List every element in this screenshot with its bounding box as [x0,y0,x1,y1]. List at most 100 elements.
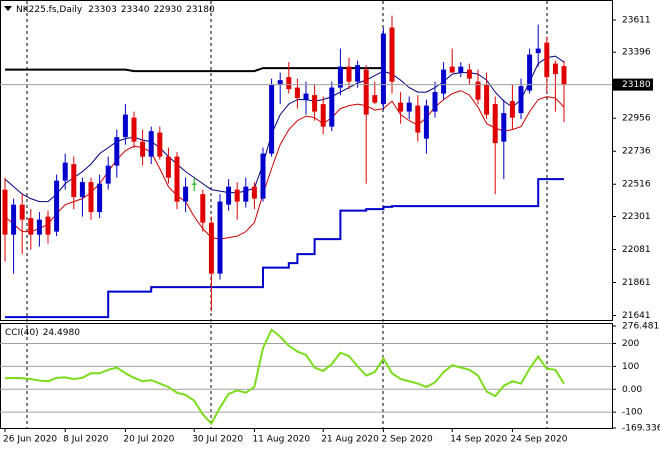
candle-body [28,218,34,235]
x-tick-label: 14 Sep 2020 [450,435,507,445]
x-tick-label: 2 Sep 2020 [381,435,433,445]
x-tick-label: 11 Aug 2020 [252,435,310,445]
x-tick-label: 20 Jul 2020 [123,435,174,445]
candle-body [406,102,412,112]
candle-body [54,180,60,232]
candle-body [2,189,8,235]
candle-body [552,63,558,75]
x-tick-label: 8 Jul 2020 [63,435,108,445]
candle-body [501,113,507,142]
candle-body [105,165,111,184]
y-tick-label: 22736 [622,147,651,157]
candle-body [509,101,515,118]
header: NK225.fs,Daily 23303 23340 22930 23180 [16,5,215,15]
candle-body [217,201,223,274]
x-tick-label: 26 Jun 2020 [3,435,57,445]
candle-body [165,156,171,178]
indicator-frame [0,323,613,429]
candle-body [277,80,283,85]
candle-body [303,93,309,100]
menu-arrow [4,6,12,11]
y-tick-label: 21641 [622,311,651,321]
candle-body [527,54,533,91]
candle-body [535,48,541,54]
candle-body [355,65,361,82]
candle-body [183,186,189,202]
candle-body [544,42,550,78]
y-tick-label: 21861 [622,278,651,288]
candle-body [114,137,120,166]
candle-body [243,186,249,202]
x-tick-label: 30 Jul 2020 [192,435,243,445]
candle-body [62,162,68,181]
indicator-name: CCI(40) [5,328,39,338]
candle-body [337,66,343,88]
y2-tick-label: -169.336 [622,424,660,434]
open: 23303 [88,5,117,15]
candle-body [148,131,154,157]
indicator-readout: 24.4980 [43,328,80,338]
y2-tick-label: 276.4817 [622,322,660,332]
candle-body [441,69,447,94]
candle-body [389,27,395,82]
candle-body [423,105,429,139]
candle-body [131,117,137,142]
x-tick-label: 24 Sep 2020 [510,435,567,445]
indicator-title: CCI(40) 24.4980 [5,328,80,338]
candle-body [11,204,17,235]
y2-tick-label: 100 [622,362,639,372]
candle-body [200,194,206,223]
x-tick-label: 21 Aug 2020 [321,435,379,445]
low: 22930 [153,5,182,15]
candle-body [449,66,455,73]
candle-body [518,86,524,114]
y2-tick-label: 0.00 [622,385,642,395]
candle-body [140,141,146,157]
symbol: NK225.fs,Daily [16,5,83,15]
candle-body [269,84,275,154]
price-label-bg [613,78,653,91]
candle-body [97,183,103,213]
high: 23340 [121,5,150,15]
candle-body [234,189,240,202]
candle-body [561,66,567,85]
candle-body [466,69,472,79]
y-tick-label: 23611 [622,15,651,25]
candle-body [88,182,94,213]
y-tick-label: 22956 [622,114,651,124]
price-label: 23180 [622,80,651,90]
candle-body [492,104,498,144]
candle-body [286,77,292,90]
y-tick-label: 22081 [622,245,651,255]
candle-body [191,183,197,185]
candle-body [157,132,163,157]
candle-body [380,33,386,105]
candle-body [226,186,232,205]
candle-body [208,222,214,274]
candle-body [45,216,51,235]
candle-body [79,182,85,198]
candle-body [122,114,128,138]
candle-body [294,87,300,99]
candle-body [320,104,326,127]
candle-body [484,84,490,115]
candle-body [432,92,438,112]
y-tick-label: 23396 [622,48,651,58]
overlay-line [5,178,564,319]
period-separators [26,1,548,428]
overlay-line [5,67,384,73]
candle-body [71,164,77,198]
candle-body [475,81,481,100]
candle-body [329,87,335,127]
candle-body [251,186,257,199]
y-tick-label: 22301 [622,212,651,222]
close: 23180 [186,5,215,15]
candle-body [415,105,421,133]
indicator-line [4,328,565,426]
main-frame [0,0,613,321]
y-tick-label: 22516 [622,180,651,190]
candle-body [260,153,266,199]
